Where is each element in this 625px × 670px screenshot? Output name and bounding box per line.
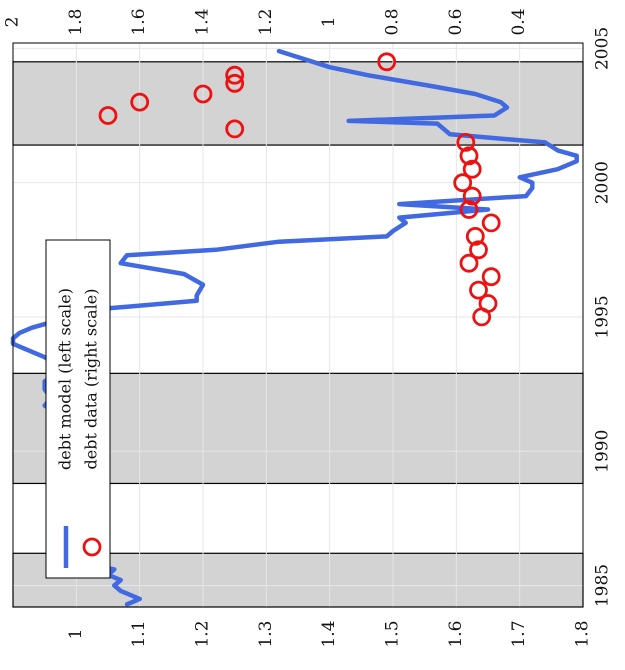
recession-bands	[12, 61, 584, 608]
data-point-18	[193, 84, 213, 104]
right-tick-label-1: 0.4	[509, 8, 529, 35]
data-point-7	[465, 226, 485, 246]
legend: debt model (left scale) debt data (right …	[45, 239, 111, 579]
right-tick-label-3: 0.8	[383, 8, 403, 35]
data-point-9	[459, 200, 479, 219]
left-tick-label-4: 1.3	[256, 620, 276, 647]
legend-label-debt-data: debt data (right scale)	[82, 289, 101, 470]
right-tick-label-6: 1.4	[193, 8, 213, 35]
legend-marker-swatch	[82, 537, 102, 557]
data-point-11	[453, 173, 473, 193]
data-point-13	[459, 146, 479, 166]
left-tick-label-9: 1.8	[573, 620, 593, 647]
axis-labels: 1985 1990 1995 2000 2005 1 1.1 1.2 1.3 1.4 1.5 1.6 1…	[3, 8, 613, 647]
year-tick-label-3: 1995	[593, 295, 613, 338]
data-point-16	[98, 106, 118, 125]
left-tick-label-7: 1.6	[446, 620, 466, 647]
recession-band-3	[12, 61, 584, 146]
left-tick-label-8: 1.7	[509, 620, 529, 647]
right-tick-label-7: 1.6	[129, 8, 149, 35]
data-point-6	[469, 240, 488, 260]
left-tick-label-2: 1.1	[129, 620, 149, 647]
plot-frame	[12, 42, 584, 608]
right-tick-label-4: 1	[319, 17, 339, 28]
data-point-5	[459, 253, 479, 273]
right-tick-label-8: 1.8	[66, 8, 86, 35]
year-tick-label-2: 1990	[593, 430, 613, 473]
data-point-20	[225, 65, 245, 85]
year-tick-label-5: 2005	[593, 27, 613, 70]
left-tick-label-6: 1.5	[383, 620, 403, 647]
data-point-12	[462, 159, 482, 179]
year-tick-label-4: 2000	[593, 161, 613, 204]
data-point-3	[469, 280, 488, 300]
left-tick-label-1: 1	[66, 629, 86, 640]
left-tick-label-3: 1.2	[193, 620, 213, 647]
left-tick-label-5: 1.4	[319, 620, 339, 647]
year-tick-label-1: 1985	[593, 564, 613, 607]
data-point-19	[225, 73, 245, 93]
data-point-10	[462, 186, 482, 206]
right-tick-label-9: 2	[3, 17, 23, 28]
data-point-17	[130, 92, 150, 112]
right-tick-label-2: 0.6	[446, 8, 466, 35]
right-tick-label-5: 1.2	[256, 8, 276, 35]
data-point-21	[377, 52, 397, 72]
data-point-8	[481, 213, 501, 233]
legend-label-debt-model: debt model (left scale)	[56, 288, 75, 470]
data-point-15	[225, 119, 245, 139]
data-point-4	[481, 267, 501, 287]
legend-box	[45, 239, 111, 579]
data-point-2	[478, 294, 498, 313]
data-point-14	[456, 132, 476, 152]
